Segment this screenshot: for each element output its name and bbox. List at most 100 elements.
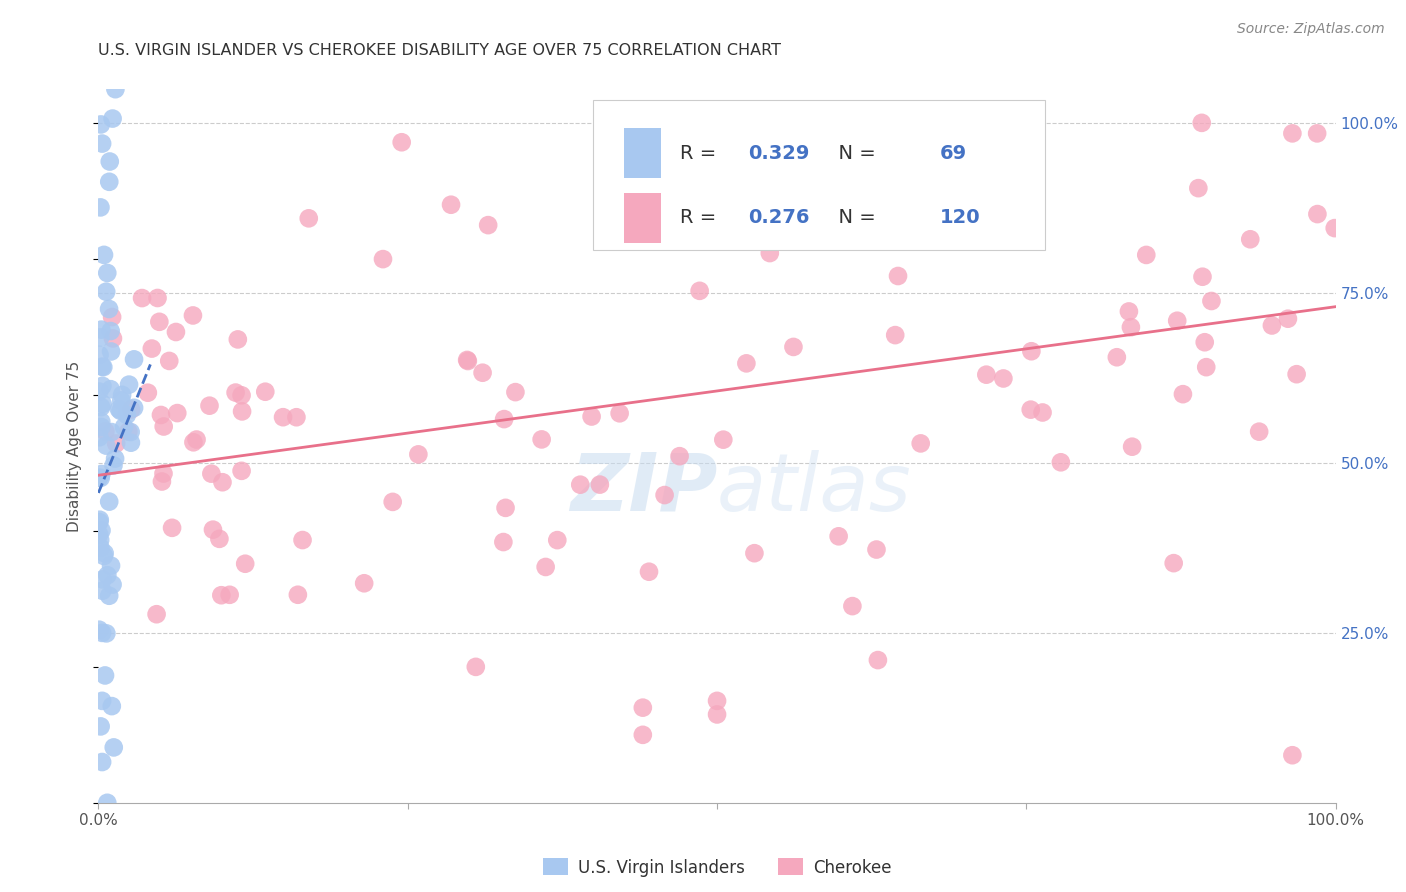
Point (1195, 360, 1218, 375)
Text: N =: N = (825, 208, 882, 227)
Point (90, 400, 112, 414)
Point (110, 393, 132, 408)
Point (108, 402, 131, 417)
Text: 0.276: 0.276 (748, 208, 810, 227)
Point (381, 495, 404, 509)
Point (96, 568, 118, 582)
Point (91, 136, 114, 151)
Point (90, 415, 112, 429)
Point (100, 425, 122, 439)
Point (146, 291, 169, 305)
Point (231, 464, 253, 478)
FancyBboxPatch shape (593, 100, 1045, 250)
Point (91, 694, 114, 708)
Point (112, 420, 135, 434)
Point (976, 368, 998, 382)
Point (100, 344, 122, 359)
Point (186, 433, 208, 447)
Point (91, 379, 114, 393)
Point (530, 433, 553, 447)
Point (98, 494, 121, 508)
Point (131, 291, 153, 305)
Point (668, 449, 690, 463)
Point (1285, 368, 1308, 382)
Point (1171, 387, 1194, 401)
Point (93, 549, 115, 563)
Point (136, 385, 159, 400)
Point (865, 542, 887, 557)
Point (993, 371, 1015, 385)
Point (1135, 248, 1157, 262)
Point (609, 406, 631, 420)
Point (1249, 425, 1271, 439)
Point (994, 202, 1017, 217)
Point (90, 420, 112, 434)
Point (89, 348, 111, 362)
Point (96, 439, 118, 453)
Point (1021, 344, 1043, 359)
Point (209, 588, 232, 602)
Point (149, 408, 172, 422)
Point (735, 356, 758, 370)
Point (96, 626, 118, 640)
Point (759, 246, 782, 260)
Point (166, 406, 188, 420)
Point (231, 388, 253, 402)
Point (120, 425, 142, 439)
Point (353, 576, 375, 591)
Point (631, 728, 654, 742)
Point (94, 425, 117, 439)
Point (1194, 335, 1216, 350)
Point (1119, 320, 1142, 334)
Bar (624, 128, 661, 178)
Point (495, 500, 517, 515)
Point (100, 382, 122, 396)
Point (111, 388, 134, 402)
Text: R =: R = (681, 144, 723, 163)
Point (1261, 318, 1284, 333)
Point (1201, 293, 1223, 308)
Point (706, 694, 728, 708)
Text: atlas: atlas (717, 450, 912, 528)
Point (103, 740, 125, 755)
Point (569, 477, 592, 491)
Point (101, 310, 124, 324)
Point (201, 523, 224, 537)
Point (91, 583, 114, 598)
Point (581, 409, 603, 424)
Point (89, 527, 111, 541)
Text: R =: R = (681, 208, 723, 227)
Y-axis label: Disability Age Over 75: Disability Age Over 75 (67, 360, 83, 532)
Point (298, 211, 321, 226)
Point (98, 154, 121, 169)
Point (754, 108, 776, 122)
Point (89, 623, 111, 637)
Point (91, 626, 114, 640)
Point (1277, 311, 1299, 326)
Point (157, 354, 180, 368)
Point (1281, 127, 1303, 141)
Point (225, 385, 247, 400)
Point (165, 325, 187, 339)
Point (89, 533, 111, 547)
Point (471, 366, 494, 380)
Point (100, 558, 122, 573)
Point (218, 588, 240, 602)
Point (200, 467, 222, 481)
Point (145, 607, 167, 622)
Point (101, 331, 124, 345)
Point (91, 360, 114, 375)
Point (87, 471, 110, 485)
Point (534, 560, 557, 574)
Point (505, 385, 527, 400)
Point (93, 248, 115, 262)
Point (1187, 181, 1209, 195)
Text: 69: 69 (939, 144, 967, 163)
Point (150, 475, 173, 489)
Point (744, 546, 766, 560)
Point (776, 186, 799, 201)
Point (100, 324, 122, 338)
Point (1121, 440, 1143, 454)
Point (98, 589, 121, 603)
Point (287, 588, 309, 602)
